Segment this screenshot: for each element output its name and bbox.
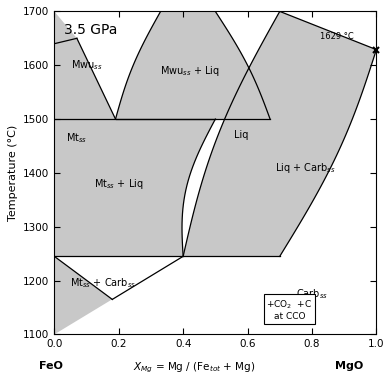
- Polygon shape: [54, 256, 183, 334]
- Text: +CO$_2$  +C
at CCO: +CO$_2$ +C at CCO: [266, 298, 313, 321]
- Text: Mt$_{ss}$ + Carb$_{ss}$: Mt$_{ss}$ + Carb$_{ss}$: [69, 276, 136, 290]
- Text: Carb$_{ss}$: Carb$_{ss}$: [296, 287, 328, 301]
- Text: Mwu$_{ss}$ + Liq: Mwu$_{ss}$ + Liq: [159, 63, 220, 78]
- Text: Liq + Carb$_{ss}$: Liq + Carb$_{ss}$: [275, 160, 336, 174]
- Text: 3.5 GPa: 3.5 GPa: [64, 23, 117, 37]
- Polygon shape: [183, 11, 376, 256]
- Text: 1629 °C: 1629 °C: [320, 32, 354, 41]
- Text: $X_{Mg}$ = Mg / (Fe$_{tot}$ + Mg): $X_{Mg}$ = Mg / (Fe$_{tot}$ + Mg): [133, 361, 255, 375]
- Polygon shape: [54, 11, 116, 119]
- Text: FeO: FeO: [38, 361, 62, 370]
- Text: Liq: Liq: [234, 130, 248, 140]
- Polygon shape: [116, 11, 270, 119]
- Text: Mt$_{ss}$ + Liq: Mt$_{ss}$ + Liq: [94, 177, 144, 191]
- Text: Mt$_{ss}$: Mt$_{ss}$: [66, 131, 87, 145]
- Text: MgO: MgO: [335, 361, 363, 370]
- Text: Mwu$_{ss}$: Mwu$_{ss}$: [71, 59, 102, 72]
- Y-axis label: Temperature (°C): Temperature (°C): [8, 125, 17, 221]
- Polygon shape: [54, 119, 215, 256]
